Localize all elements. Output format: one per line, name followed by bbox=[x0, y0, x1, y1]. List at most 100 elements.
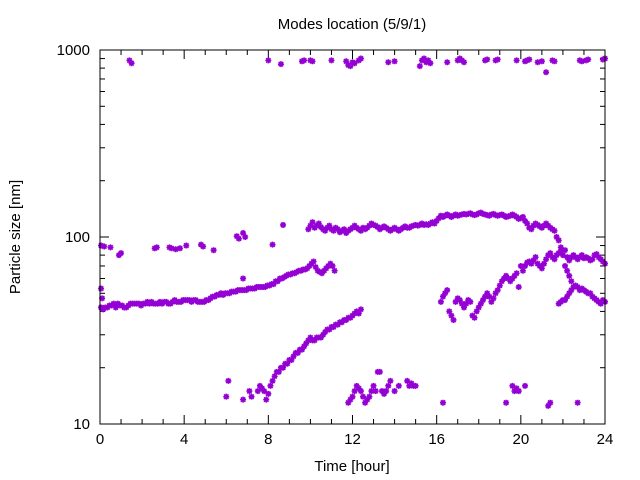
x-tick-label: 16 bbox=[428, 431, 445, 448]
data-point bbox=[456, 297, 463, 304]
data-point bbox=[442, 290, 449, 297]
data-point bbox=[322, 329, 329, 336]
data-point bbox=[357, 388, 364, 395]
x-axis-label: Time [hour] bbox=[314, 458, 389, 475]
data-point bbox=[290, 353, 297, 360]
data-point bbox=[507, 278, 514, 285]
data-point bbox=[473, 308, 480, 315]
data-point bbox=[254, 388, 261, 395]
data-point bbox=[299, 346, 305, 353]
data-point bbox=[256, 382, 263, 389]
data-point bbox=[479, 297, 486, 304]
data-point bbox=[528, 260, 535, 267]
data-point bbox=[431, 220, 438, 227]
data-point bbox=[351, 60, 358, 67]
data-point bbox=[242, 234, 249, 240]
data-point bbox=[519, 267, 526, 274]
data-point bbox=[355, 310, 362, 317]
y-tick-label: 100 bbox=[65, 229, 90, 246]
data-point bbox=[347, 63, 354, 70]
data-point bbox=[118, 250, 125, 257]
data-point bbox=[564, 293, 571, 300]
plot-frame bbox=[99, 49, 606, 425]
data-point bbox=[322, 227, 329, 234]
data-point bbox=[404, 377, 411, 384]
data-point bbox=[562, 297, 569, 304]
data-point bbox=[240, 230, 247, 237]
data-point bbox=[477, 300, 484, 307]
data-point bbox=[484, 290, 491, 297]
data-point bbox=[532, 254, 539, 261]
data-point bbox=[183, 242, 190, 249]
data-point bbox=[549, 57, 556, 64]
data-point bbox=[559, 252, 566, 259]
data-point bbox=[334, 226, 341, 233]
data-point bbox=[488, 298, 495, 305]
data-point bbox=[412, 382, 419, 389]
x-tick-label: 24 bbox=[597, 431, 614, 448]
data-point bbox=[259, 385, 266, 392]
data-point bbox=[381, 390, 388, 397]
x-tick-label: 4 bbox=[180, 431, 188, 448]
data-point bbox=[509, 275, 516, 282]
data-point bbox=[166, 244, 173, 251]
data-point bbox=[334, 321, 341, 328]
data-point bbox=[421, 55, 428, 62]
data-point bbox=[98, 285, 105, 292]
data-point bbox=[553, 234, 560, 240]
data-point bbox=[416, 63, 423, 70]
data-point bbox=[263, 396, 270, 403]
data-point bbox=[307, 57, 314, 64]
data-point bbox=[564, 267, 571, 274]
data-point bbox=[311, 337, 318, 344]
data-point bbox=[568, 278, 575, 285]
data-point bbox=[562, 262, 569, 269]
data-point bbox=[153, 244, 160, 251]
data-point bbox=[267, 382, 274, 389]
data-point bbox=[370, 382, 377, 389]
data-point bbox=[385, 59, 392, 66]
data-point bbox=[566, 290, 573, 297]
data-point bbox=[492, 57, 499, 64]
data-point bbox=[176, 245, 183, 252]
data-point bbox=[505, 275, 512, 282]
data-point bbox=[331, 267, 338, 274]
data-point bbox=[568, 287, 575, 294]
data-point bbox=[274, 278, 281, 285]
data-point bbox=[522, 382, 529, 389]
data-point bbox=[345, 399, 352, 406]
x-tick-label: 8 bbox=[264, 431, 272, 448]
data-point bbox=[578, 252, 585, 259]
data-point bbox=[490, 295, 497, 302]
data-point bbox=[461, 304, 468, 311]
data-point bbox=[463, 300, 470, 307]
data-point bbox=[511, 388, 518, 395]
data-point bbox=[515, 284, 522, 291]
data-point bbox=[439, 293, 446, 300]
data-point bbox=[564, 254, 571, 261]
data-point bbox=[435, 215, 442, 222]
data-point bbox=[305, 337, 312, 344]
data-point bbox=[294, 349, 301, 356]
data-point bbox=[351, 388, 358, 395]
data-point bbox=[261, 388, 268, 395]
data-point bbox=[503, 399, 510, 406]
x-tick-label: 0 bbox=[96, 431, 104, 448]
data-point bbox=[326, 326, 333, 333]
data-point bbox=[547, 399, 554, 406]
data-point bbox=[536, 262, 543, 269]
data-point bbox=[585, 56, 592, 63]
data-point bbox=[326, 222, 333, 229]
data-point bbox=[151, 245, 158, 252]
data-point bbox=[524, 220, 531, 227]
data-point bbox=[265, 57, 272, 64]
data-point bbox=[482, 293, 489, 300]
minor-ticks bbox=[100, 50, 605, 424]
data-point bbox=[513, 385, 520, 392]
data-point bbox=[471, 314, 478, 321]
data-point bbox=[576, 57, 583, 64]
data-point bbox=[538, 265, 545, 272]
data-point bbox=[593, 251, 600, 258]
data-point bbox=[517, 262, 524, 269]
data-point bbox=[494, 56, 501, 63]
